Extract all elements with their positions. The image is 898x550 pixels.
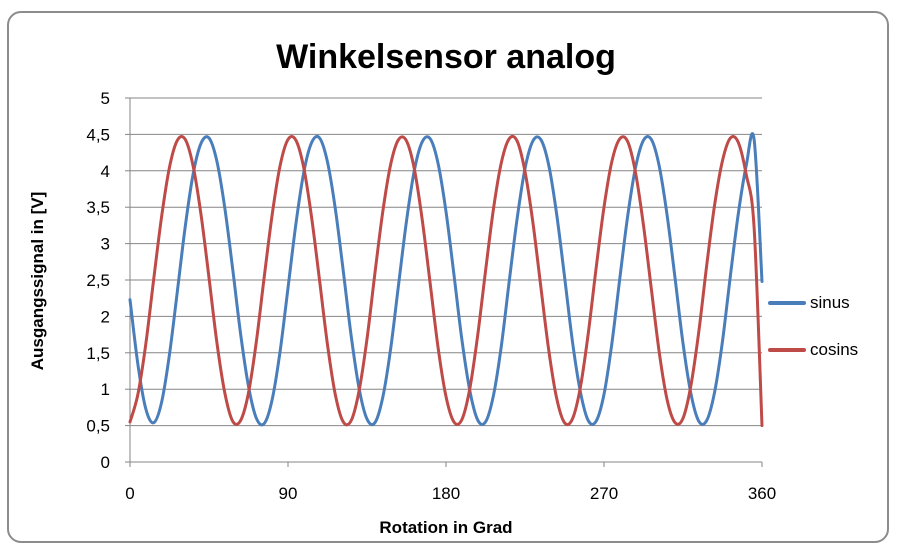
x-tick-label: 0 (125, 484, 134, 503)
legend-label-cosins: cosins (810, 340, 859, 359)
y-tick-label: 5 (101, 89, 110, 108)
x-tick-label: 180 (432, 484, 460, 503)
y-tick-label: 2 (101, 307, 110, 326)
y-tick-label: 1,5 (86, 344, 110, 363)
y-tick-label: 4,5 (86, 125, 110, 144)
y-tick-label: 4 (101, 162, 110, 181)
chart-title: Winkelsensor analog (276, 38, 616, 76)
x-axis-label: Rotation in Grad (379, 518, 513, 537)
legend: sinus cosins (768, 290, 858, 384)
series-line-sinus (128, 132, 764, 427)
legend-item-cosins: cosins (768, 337, 858, 363)
gridlines (130, 97, 762, 427)
x-tick-label: 90 (279, 484, 298, 503)
legend-item-sinus: sinus (768, 290, 858, 316)
y-tick-label: 0 (101, 453, 110, 472)
x-tick-label: 360 (748, 484, 776, 503)
y-tick-label: 0,5 (86, 417, 110, 436)
y-tick-label: 2,5 (86, 271, 110, 290)
series-lines (128, 132, 764, 428)
y-tick-labels: 0 0,5 1 1,5 2 2,5 3 3,5 4 4,5 5 (86, 89, 110, 472)
y-tick-label: 3 (101, 235, 110, 254)
x-tick-label: 270 (590, 484, 618, 503)
y-tick-label: 1 (101, 380, 110, 399)
y-tick-label: 3,5 (86, 198, 110, 217)
legend-swatch-cosins (768, 348, 806, 352)
series-line-cosins (128, 134, 764, 428)
axes (125, 97, 763, 467)
legend-label-sinus: sinus (810, 293, 850, 312)
legend-swatch-sinus (768, 301, 806, 305)
x-tick-labels: 0 90 180 270 360 (125, 484, 776, 503)
